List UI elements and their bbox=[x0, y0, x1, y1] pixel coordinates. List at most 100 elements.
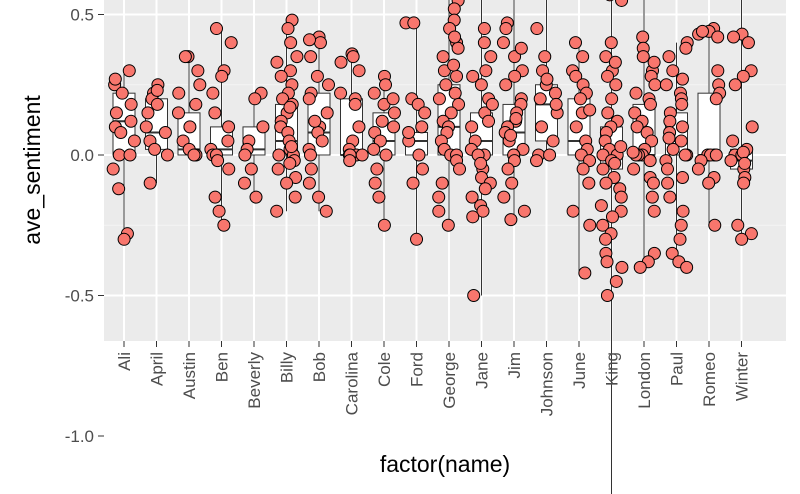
data-point bbox=[334, 55, 348, 69]
x-tick-label: Carolina bbox=[343, 351, 362, 415]
data-point bbox=[221, 134, 235, 148]
y-tick-label: 0.5 bbox=[70, 6, 94, 25]
data-point bbox=[497, 190, 511, 204]
data-point bbox=[244, 162, 258, 176]
data-point bbox=[373, 134, 387, 148]
data-point bbox=[466, 69, 480, 83]
data-point bbox=[645, 134, 659, 148]
data-point bbox=[465, 120, 479, 134]
data-point bbox=[691, 162, 705, 176]
x-axis-title: factor(name) bbox=[380, 451, 510, 477]
data-point bbox=[407, 16, 421, 30]
data-point bbox=[573, 92, 587, 106]
data-point bbox=[479, 64, 493, 78]
data-point bbox=[530, 154, 544, 168]
data-point bbox=[504, 213, 518, 227]
data-point bbox=[474, 78, 488, 92]
data-point bbox=[302, 92, 316, 106]
data-point bbox=[738, 156, 752, 170]
data-point bbox=[636, 30, 650, 44]
data-point bbox=[435, 176, 449, 190]
data-point bbox=[566, 204, 580, 218]
x-tick-label: Paul bbox=[668, 352, 687, 386]
data-point bbox=[549, 97, 563, 111]
y-axis-title: ave_sentiment bbox=[19, 95, 45, 245]
data-point bbox=[583, 218, 597, 232]
data-point bbox=[711, 30, 725, 44]
data-point bbox=[708, 218, 722, 232]
data-point bbox=[303, 33, 317, 47]
data-point bbox=[477, 22, 491, 36]
data-point bbox=[724, 154, 738, 168]
data-point bbox=[352, 64, 366, 78]
data-point bbox=[582, 176, 596, 190]
data-point bbox=[367, 142, 381, 156]
data-point bbox=[675, 72, 689, 86]
y-axis: 1.00.50.0-0.5-1.0 bbox=[65, 6, 104, 446]
data-point bbox=[484, 50, 498, 64]
data-point bbox=[569, 120, 583, 134]
data-point bbox=[112, 148, 126, 162]
data-point bbox=[600, 255, 614, 269]
data-point bbox=[270, 55, 284, 69]
data-point bbox=[576, 162, 590, 176]
data-point bbox=[302, 176, 316, 190]
data-point bbox=[569, 69, 583, 83]
data-point bbox=[217, 218, 231, 232]
data-point bbox=[106, 162, 120, 176]
data-point bbox=[143, 176, 157, 190]
data-point bbox=[628, 106, 642, 120]
data-point bbox=[367, 86, 381, 100]
data-point bbox=[238, 148, 252, 162]
data-point bbox=[709, 92, 723, 106]
y-tick-label: 0.0 bbox=[70, 146, 94, 165]
data-point bbox=[609, 274, 623, 288]
data-point bbox=[636, 50, 650, 64]
data-point bbox=[112, 182, 126, 196]
data-point bbox=[412, 148, 426, 162]
data-point bbox=[673, 232, 687, 246]
data-point bbox=[283, 156, 297, 170]
data-point bbox=[370, 162, 384, 176]
data-point bbox=[343, 154, 357, 168]
data-point bbox=[499, 22, 513, 36]
data-point bbox=[605, 0, 614, 2]
data-point bbox=[270, 204, 284, 218]
data-point bbox=[284, 140, 298, 154]
data-point bbox=[666, 142, 680, 156]
data-point bbox=[482, 114, 496, 128]
data-point bbox=[626, 145, 640, 159]
data-point bbox=[375, 114, 389, 128]
data-point bbox=[432, 92, 446, 106]
data-point bbox=[432, 190, 446, 204]
data-point bbox=[662, 50, 676, 64]
data-point bbox=[453, 162, 467, 176]
data-point bbox=[410, 232, 424, 246]
data-point bbox=[745, 120, 759, 134]
data-point bbox=[615, 0, 629, 7]
data-point bbox=[533, 92, 547, 106]
data-point bbox=[448, 30, 462, 44]
data-point bbox=[543, 148, 557, 162]
data-point bbox=[501, 162, 515, 176]
data-point bbox=[737, 176, 751, 190]
data-point bbox=[283, 100, 297, 114]
data-point bbox=[736, 145, 750, 159]
data-point bbox=[249, 190, 263, 204]
data-point bbox=[594, 199, 608, 213]
data-point bbox=[447, 58, 461, 72]
data-point bbox=[208, 190, 222, 204]
data-point bbox=[633, 260, 647, 274]
data-point bbox=[248, 92, 262, 106]
data-point bbox=[601, 69, 615, 83]
data-point bbox=[663, 114, 677, 128]
data-point bbox=[583, 103, 597, 117]
data-point bbox=[150, 97, 164, 111]
x-tick-label: Billy bbox=[278, 352, 297, 384]
data-point bbox=[643, 97, 657, 111]
data-point bbox=[601, 106, 615, 120]
data-point bbox=[666, 64, 680, 78]
x-tick-label: Cole bbox=[375, 352, 394, 387]
x-tick-label: Ben bbox=[213, 352, 232, 382]
x-tick-label: Johnson bbox=[538, 352, 557, 416]
